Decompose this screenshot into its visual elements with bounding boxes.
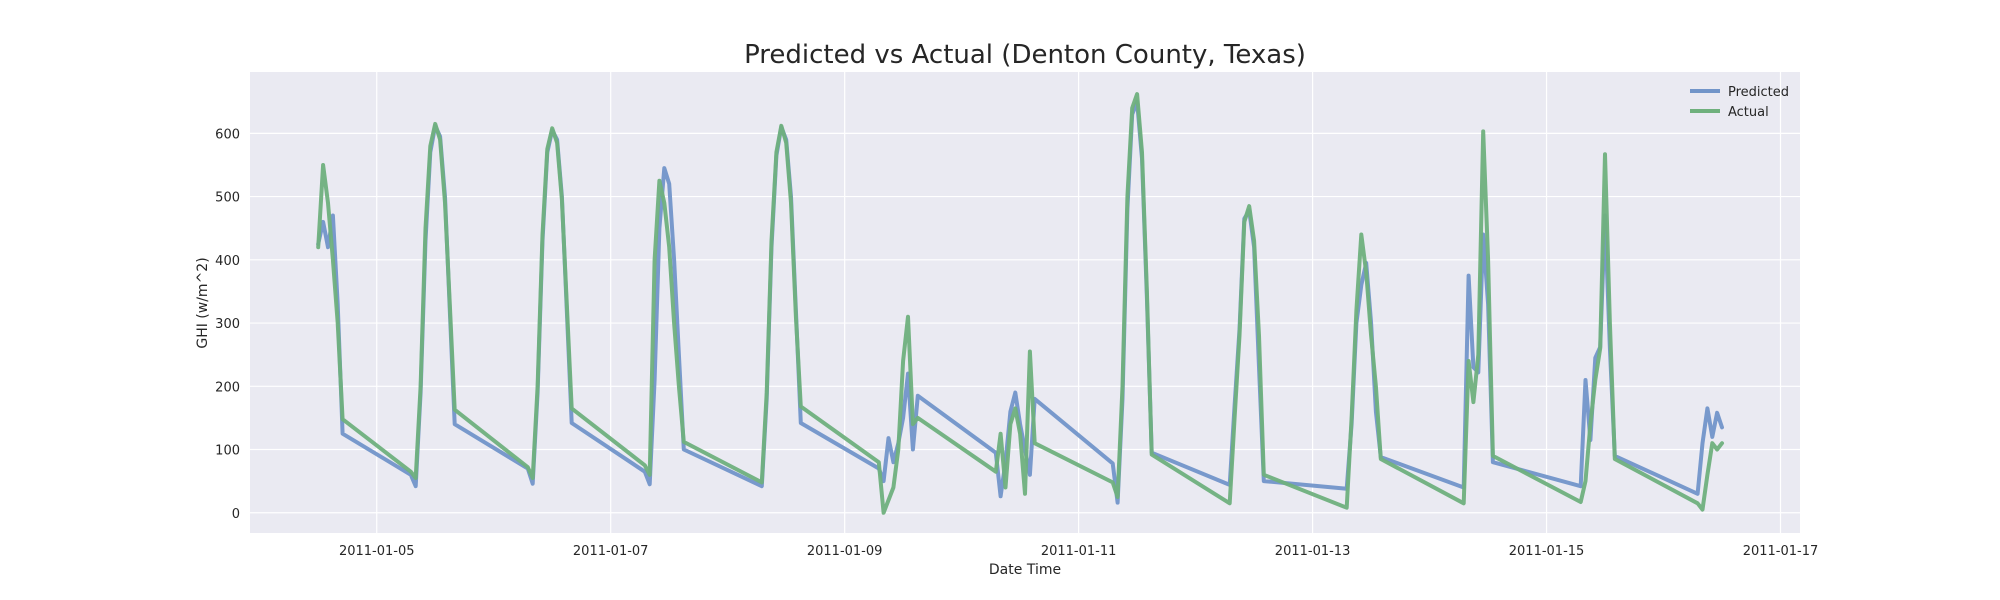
- y-tick-label: 500: [215, 191, 240, 206]
- y-tick-label: 400: [215, 254, 240, 269]
- chart-title: Predicted vs Actual (Denton County, Texa…: [744, 40, 1306, 70]
- x-axis-label: Date Time: [989, 562, 1061, 578]
- y-tick-labels: 0 100 200 300 400 500 600: [215, 127, 240, 521]
- y-tick-label: 0: [232, 507, 240, 522]
- x-tick-label: 2011-01-11: [1041, 544, 1117, 559]
- y-axis-label: GHI (w/m^2): [195, 257, 211, 348]
- legend-label-actual: Actual: [1728, 105, 1769, 120]
- x-tick-label: 2011-01-13: [1275, 544, 1351, 559]
- x-tick-labels: 2011-01-05 2011-01-07 2011-01-09 2011-01-11…: [339, 544, 1818, 559]
- x-tick-label: 2011-01-07: [573, 544, 649, 559]
- y-tick-label: 100: [215, 444, 240, 459]
- y-tick-label: 600: [215, 127, 240, 142]
- y-tick-label: 200: [215, 380, 240, 395]
- x-tick-label: 2011-01-15: [1509, 544, 1585, 559]
- legend-label-predicted: Predicted: [1728, 85, 1789, 100]
- y-tick-label: 300: [215, 317, 240, 332]
- x-tick-label: 2011-01-09: [807, 544, 883, 559]
- series-lines: [316, 92, 1724, 515]
- x-tick-label: 2011-01-17: [1743, 544, 1819, 559]
- legend: Predicted Actual: [1690, 85, 1789, 120]
- series-line-actual: [316, 92, 1724, 515]
- x-tick-label: 2011-01-05: [339, 544, 415, 559]
